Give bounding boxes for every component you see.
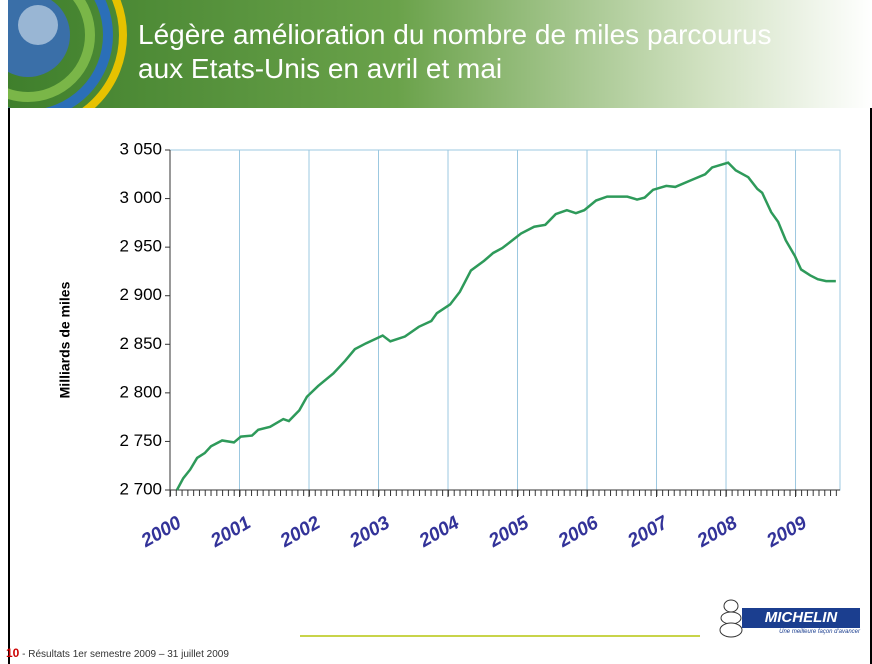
footer: 10 - Résultats 1er semestre 2009 – 31 ju… [6,646,229,660]
y-tick-label: 3 050 [119,139,162,158]
x-tick-label: 2001 [207,512,255,552]
y-axis-label: Milliards de miles [57,281,73,398]
y-tick-label: 3 000 [119,188,162,207]
y-tick-label: 2 900 [119,285,162,304]
x-tick-label: 2007 [624,512,673,553]
michelin-logo: MICHELIN Une meilleure façon d'avancer [712,596,862,646]
y-tick-label: 2 850 [119,334,162,353]
chart: Milliards de miles 2000 2001 2002 2003 2004 2… [0,0,872,664]
x-tick-label: 2006 [554,512,602,552]
logo-brand: MICHELIN [742,608,860,628]
bibendum [716,598,746,642]
logo-tagline: Une meilleure façon d'avancer [742,629,860,635]
minor-ticks [170,490,840,496]
data-line [177,163,836,490]
x-tick-label: 2004 [415,512,463,552]
y-tick-label: 2 700 [119,479,162,498]
y-tick-label: 2 950 [119,237,162,256]
x-tick-label: 2002 [276,512,324,552]
plot-border [170,150,840,490]
x-tick-label: 2000 [137,512,185,552]
x-tick-label: 2009 [763,512,811,552]
slide: Légère amélioration du nombre de miles p… [0,0,872,664]
x-tick-label: 2005 [485,512,533,552]
x-tick-label: 2008 [693,512,741,552]
page-number: 10 [6,646,19,660]
x-tick-label: 2003 [346,512,394,552]
footer-text: - Résultats 1er semestre 2009 – 31 juill… [22,649,229,660]
y-tick-label: 2 800 [119,382,162,401]
y-tick-label: 2 750 [119,431,162,450]
